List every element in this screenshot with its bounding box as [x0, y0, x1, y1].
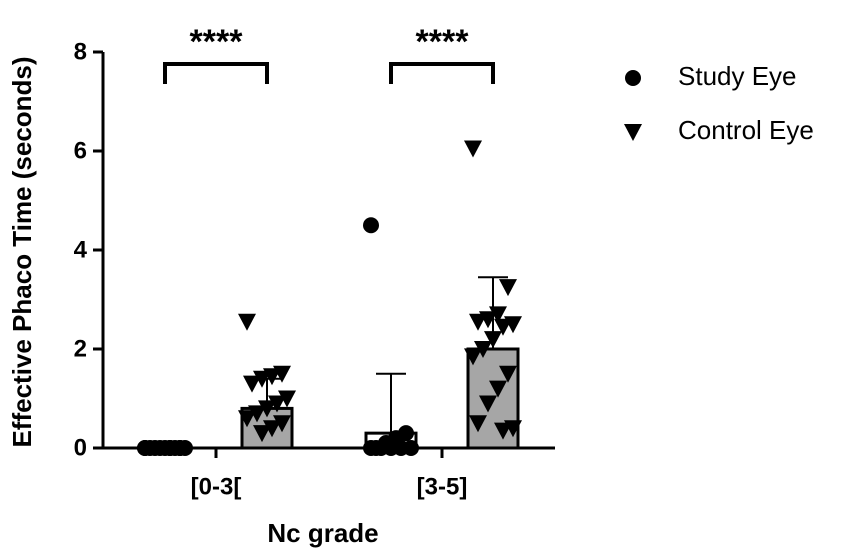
data-point	[278, 390, 296, 408]
x-axis-label: Nc grade	[267, 518, 378, 548]
significance-bracket	[389, 62, 495, 84]
data-point	[238, 410, 256, 428]
significance-label: ****	[416, 23, 470, 61]
data-point	[363, 440, 379, 456]
y-tick-label: 2	[74, 335, 87, 362]
data-point	[248, 405, 266, 423]
data-point	[238, 313, 256, 331]
data-point	[137, 440, 153, 456]
data-point	[494, 318, 512, 336]
significance-bracket	[163, 62, 269, 84]
data-point	[273, 415, 291, 433]
data-point	[474, 341, 492, 358]
data-point	[499, 365, 517, 383]
data-point	[489, 306, 507, 324]
data-point	[484, 331, 502, 349]
data-point	[469, 313, 487, 331]
data-point	[253, 370, 271, 388]
x-tick-label: [3-5]	[417, 473, 468, 500]
y-tick-label: 6	[74, 137, 87, 164]
data-point	[464, 348, 482, 366]
y-tick-label: 8	[74, 38, 87, 65]
data-point	[258, 400, 276, 418]
data-point	[363, 217, 379, 234]
significance-label: ****	[190, 23, 244, 61]
data-point	[489, 380, 507, 398]
x-tick-label: [0-3[	[191, 473, 242, 500]
data-point	[268, 395, 286, 413]
y-tick-label: 4	[74, 236, 88, 263]
data-point	[253, 425, 271, 443]
data-point	[464, 140, 482, 158]
legend-marker	[624, 124, 642, 141]
y-axis-label: Effective Phaco Time (seconds)	[7, 56, 37, 447]
bar	[466, 347, 520, 450]
data-point	[243, 375, 261, 393]
data-point	[263, 420, 281, 438]
legend-label: Study Eye	[678, 61, 797, 91]
legend-label: Control Eye	[678, 115, 814, 145]
y-tick-label: 0	[74, 434, 87, 461]
error-bar	[376, 372, 406, 434]
data-point	[499, 279, 517, 297]
legend-marker	[625, 70, 641, 86]
data-point	[479, 395, 497, 413]
data-point	[162, 440, 178, 456]
data-point	[494, 422, 512, 440]
data-point	[469, 415, 487, 433]
